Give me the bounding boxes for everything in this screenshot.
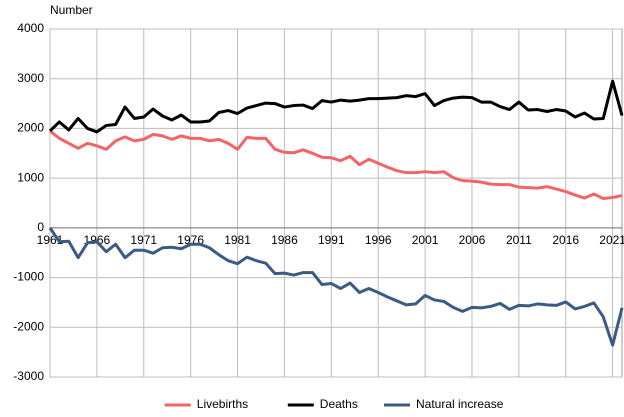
x-tick-label: 1991 xyxy=(318,233,345,247)
x-tick-label: 2021 xyxy=(599,233,624,247)
x-tick-label: 2006 xyxy=(459,233,486,247)
series-line xyxy=(48,227,624,347)
series-line xyxy=(49,129,623,201)
y-tick-label: -3000 xyxy=(13,369,44,383)
x-tick-label: 2011 xyxy=(506,233,532,247)
series-line xyxy=(48,79,624,134)
legend-label: Deaths xyxy=(320,397,358,411)
y-axis-label: Number xyxy=(50,3,93,17)
plot-frame xyxy=(49,28,623,378)
y-tick-label: 2000 xyxy=(17,121,44,135)
y-tick-label: 4000 xyxy=(17,21,44,35)
x-tick-label: 1971 xyxy=(130,233,157,247)
y-tick-label: 1000 xyxy=(17,170,44,184)
y-tick-label: 3000 xyxy=(17,71,44,85)
legend-label: Natural increase xyxy=(416,397,504,411)
y-tick-label: -2000 xyxy=(13,319,44,333)
x-tick-label: 1981 xyxy=(224,233,251,247)
x-tick-label: 1986 xyxy=(271,233,298,247)
y-tick-label: 0 xyxy=(37,220,44,234)
legend-label: Livebirths xyxy=(197,397,248,411)
x-tick-label: 2001 xyxy=(412,233,439,247)
x-tick-label: 2016 xyxy=(552,233,579,247)
x-tick-label: 1996 xyxy=(365,233,392,247)
y-tick-label: -1000 xyxy=(13,270,44,284)
